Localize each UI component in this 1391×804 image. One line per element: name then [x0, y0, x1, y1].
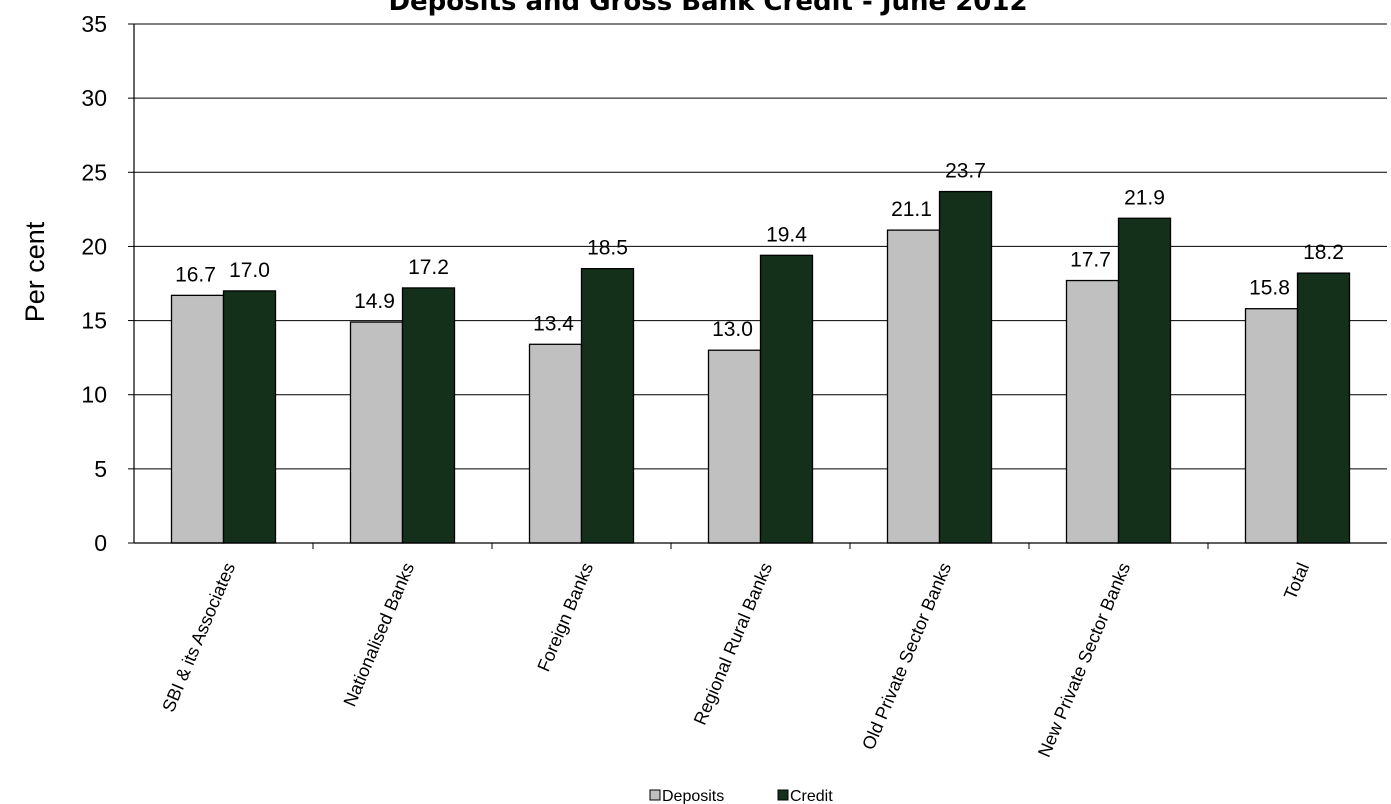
- x-tick-label: Foreign Banks: [533, 560, 597, 675]
- bar-deposits: [886, 229, 941, 544]
- data-label: 13.0: [712, 318, 753, 341]
- bar-deposits: [349, 321, 404, 544]
- data-label: 14.9: [354, 290, 395, 313]
- data-label: 23.7: [945, 160, 986, 183]
- bar-credit: [759, 254, 814, 544]
- x-tick-label: Regional Rural Banks: [690, 560, 776, 728]
- chart-title: Deposits and Gross Bank Credit - June 20…: [388, 0, 1027, 17]
- bar-deposits: [1244, 308, 1299, 544]
- bar-credit: [222, 290, 277, 544]
- data-label: 21.9: [1124, 186, 1165, 209]
- bar-credit: [401, 287, 456, 544]
- y-tick-label: 35: [81, 11, 107, 37]
- data-label: 16.7: [175, 263, 216, 286]
- data-label: 21.1: [891, 198, 932, 221]
- data-label: 17.0: [229, 259, 270, 282]
- bar-deposits: [1065, 279, 1120, 544]
- bar-credit: [938, 190, 993, 544]
- data-label: 17.7: [1070, 249, 1111, 272]
- y-tick-label: 0: [94, 530, 107, 556]
- y-tick-label: 15: [81, 308, 107, 334]
- x-tick-label: New Private Sector Banks: [1034, 560, 1134, 760]
- y-tick-label: 30: [81, 85, 107, 111]
- bar-credit: [1296, 272, 1351, 544]
- y-tick-label: 10: [81, 382, 107, 408]
- x-tick-label: Old Private Sector Banks: [858, 560, 955, 753]
- data-labels-group: 16.7 17.0 14.9 17.2 13.4 18.5 13.0 19.4 21.1 23.7…: [175, 160, 1344, 342]
- bar-credit: [1117, 217, 1172, 544]
- legend-swatch-credit: [777, 789, 789, 801]
- legend-label-deposits: Deposits: [662, 788, 724, 804]
- y-tick-label: 25: [81, 159, 107, 185]
- data-label: 18.5: [587, 237, 628, 260]
- data-label: 19.4: [766, 223, 807, 246]
- bar-deposits: [528, 343, 583, 544]
- legend-label-credit: Credit: [790, 788, 833, 804]
- bar-deposits: [170, 294, 225, 544]
- data-label: 13.4: [533, 312, 574, 335]
- bar-credit: [580, 268, 635, 544]
- bar-deposits: [707, 349, 762, 544]
- bars-group: [170, 190, 1351, 544]
- data-label: 15.8: [1249, 277, 1290, 300]
- x-tick-label: SBI & its Associates: [158, 560, 239, 715]
- legend: Deposits Credit: [649, 788, 833, 804]
- x-tick-label: Nationalised Banks: [340, 560, 419, 710]
- legend-swatch-deposits: [649, 789, 661, 801]
- y-axis-label: Per cent: [20, 221, 50, 322]
- data-label: 18.2: [1303, 241, 1344, 264]
- y-tick-label: 20: [81, 233, 107, 259]
- data-label: 17.2: [408, 256, 449, 279]
- x-tick-label: Total: [1280, 560, 1313, 603]
- y-tick-label: 5: [94, 456, 107, 482]
